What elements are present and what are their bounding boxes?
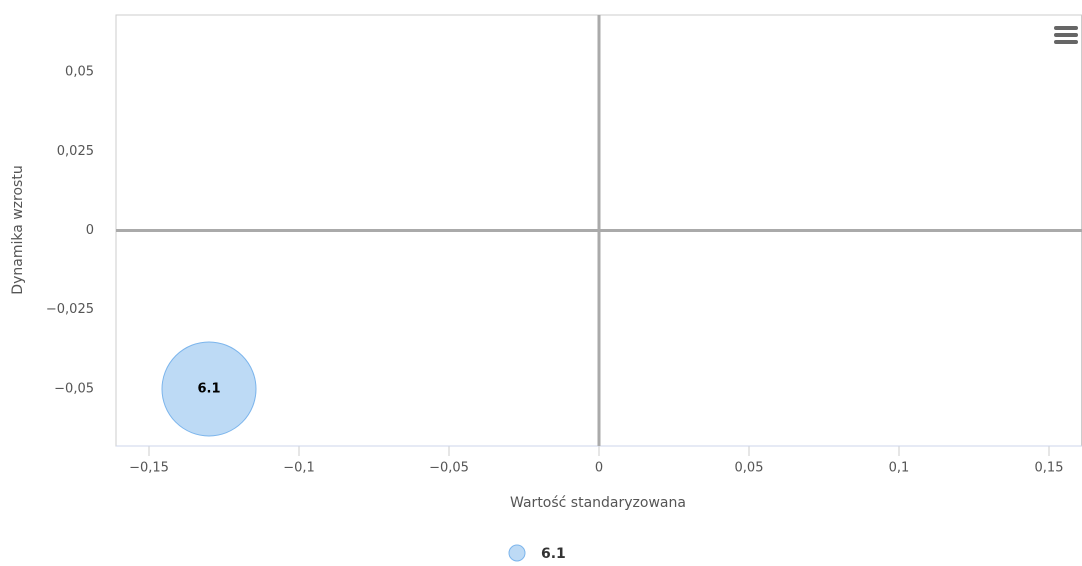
menu-bar: [1054, 40, 1078, 44]
x-tick-label: 0,1: [889, 461, 910, 476]
x-tick-label: −0,1: [283, 461, 315, 476]
data-label: 6.1: [197, 381, 220, 396]
legend-label[interactable]: 6.1: [541, 546, 566, 562]
y-tick-label: 0: [86, 223, 94, 238]
menu-bar: [1054, 26, 1078, 30]
legend-marker: [508, 544, 526, 562]
x-tick-label: −0,15: [129, 461, 169, 476]
menu-button[interactable]: [1054, 26, 1078, 44]
y-tick-label: 0,05: [65, 65, 94, 80]
y-axis-title: Dynamika wzrostu: [10, 165, 26, 294]
y-tick-label: −0,025: [46, 302, 94, 317]
x-tick-label: 0: [595, 461, 603, 476]
y-tick-label: 0,025: [57, 144, 94, 159]
x-axis-title: Wartość standaryzowana: [510, 495, 686, 511]
menu-bar: [1054, 33, 1078, 37]
x-tick-label: −0,05: [429, 461, 469, 476]
bubble: [161, 341, 257, 437]
x-tick-label: 0,05: [735, 461, 764, 476]
x-tick-label: 0,15: [1035, 461, 1064, 476]
y-tick-label: −0,05: [54, 381, 94, 396]
